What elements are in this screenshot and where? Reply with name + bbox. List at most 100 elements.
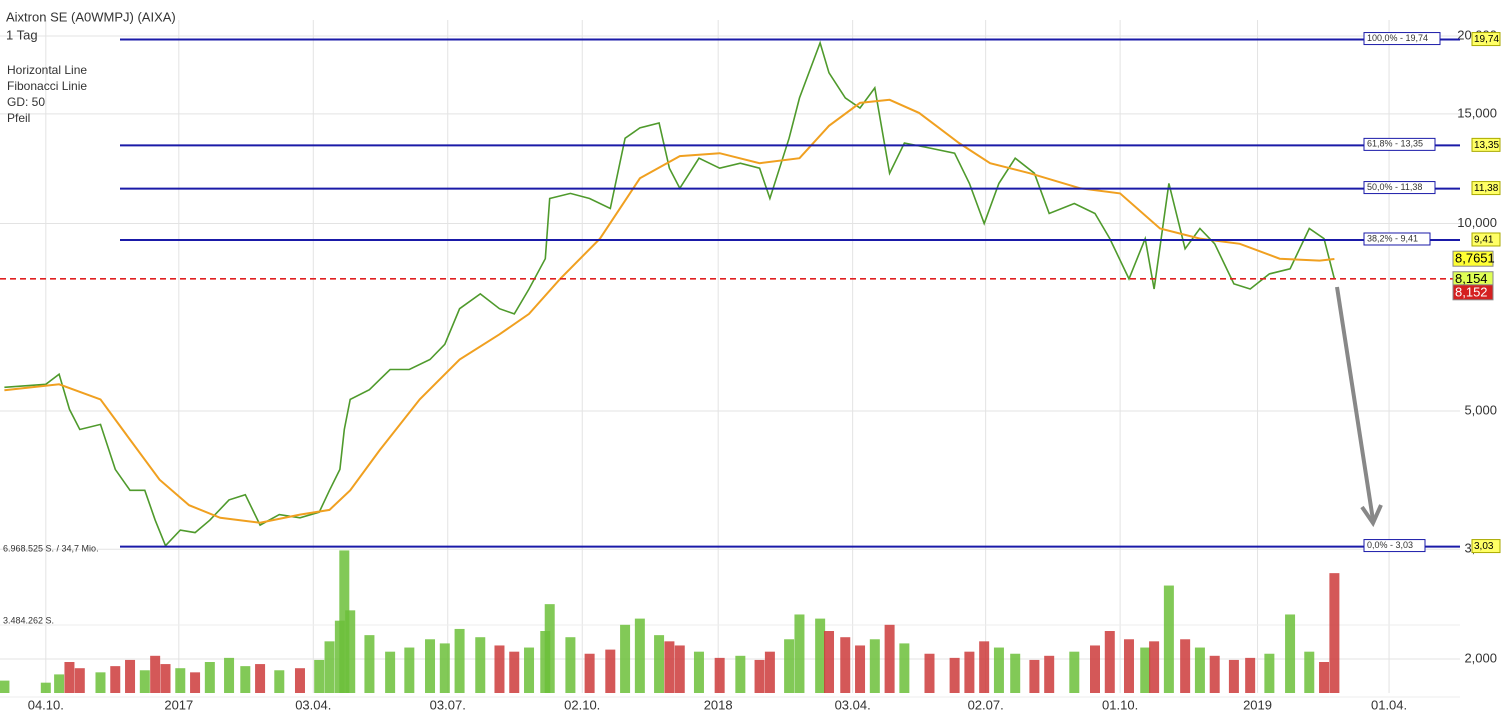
price-tag-label: 11,38 — [1474, 183, 1499, 194]
volume-bar — [634, 618, 645, 693]
volume-bar — [294, 668, 305, 693]
volume-bar — [74, 668, 85, 693]
legend-entry: Pfeil — [7, 111, 30, 125]
volume-bar — [924, 653, 935, 693]
fibonacci-label: 50,0% - 11,38 — [1367, 182, 1422, 192]
fibonacci-label-box — [1363, 137, 1436, 151]
chart-title: Aixtron SE (A0WMPJ) (AIXA) — [6, 9, 176, 24]
fibonacci-label-box — [1363, 539, 1426, 553]
volume-bar — [1044, 655, 1055, 693]
volume-bar — [794, 614, 805, 693]
price-tag-label: 8,154 — [1455, 271, 1488, 286]
volume-bar — [64, 662, 75, 693]
volume-bar — [1228, 659, 1239, 693]
volume-bar — [899, 643, 910, 693]
volume-bar — [824, 631, 835, 693]
price-tag-label: 13,35 — [1474, 140, 1499, 151]
y2-tick-label: 3.484.262 S. — [3, 615, 54, 625]
volume-bar — [1285, 614, 1296, 693]
y2-tick-label: 6.968.525 S. / 34,7 Mio. — [3, 543, 99, 553]
volume-bar — [735, 655, 746, 693]
volume-bar — [1140, 647, 1151, 693]
volume-bar — [274, 670, 285, 693]
x-tick-label: 02.10. — [564, 697, 600, 712]
y-tick-label: 10,000 — [1457, 215, 1497, 230]
arrow-shaft — [1335, 286, 1375, 521]
x-tick-label: 01.04. — [1371, 697, 1407, 712]
volume-bar — [139, 670, 150, 693]
volume-bar — [160, 664, 171, 693]
price-tag — [1471, 539, 1501, 554]
volume-bar — [884, 624, 895, 693]
volume-bar — [565, 637, 576, 693]
fibonacci-label-box — [1363, 181, 1436, 195]
volume-bar — [339, 550, 350, 693]
x-tick-label: 02.07. — [968, 697, 1004, 712]
volume-bar — [54, 674, 65, 693]
price-tag — [1471, 32, 1501, 47]
volume-bar — [754, 659, 765, 693]
volume-bar — [1069, 651, 1080, 693]
volume-bar — [764, 651, 775, 693]
volume-bar — [95, 672, 106, 693]
volume-bar — [0, 680, 10, 693]
volume-bar — [1149, 641, 1160, 693]
volume-bar — [584, 653, 595, 693]
volume-bar — [150, 655, 161, 693]
volume-bar — [404, 647, 415, 693]
volume-bar — [605, 649, 616, 693]
volume-bar — [664, 641, 675, 693]
volume-bar — [439, 643, 450, 693]
price-tag-label: 9,41 — [1474, 235, 1494, 246]
volume-bar — [1104, 631, 1115, 693]
volume-bar — [1123, 639, 1134, 693]
y-tick-label: 15,000 — [1457, 105, 1497, 120]
volume-bar — [324, 641, 335, 693]
volume-bar — [1319, 662, 1330, 693]
y-tick-label: 2,000 — [1464, 650, 1497, 665]
volume-bar — [110, 666, 121, 693]
volume-bar — [385, 651, 396, 693]
price-tag — [1471, 181, 1501, 196]
volume-bar — [125, 659, 136, 693]
volume-bar — [345, 610, 356, 693]
volume-bar — [693, 651, 704, 693]
legend-entry: GD: 50 — [7, 95, 45, 109]
volume-bar — [1029, 659, 1040, 693]
legend-entry: Horizontal Line — [7, 63, 87, 77]
volume-bar — [1090, 645, 1100, 693]
price-tag-label: 3,03 — [1474, 541, 1494, 552]
price-line — [4, 98, 1335, 524]
volume-bar — [855, 645, 866, 693]
x-tick-label: 04.10. — [28, 697, 64, 712]
x-tick-label: 2018 — [704, 697, 733, 712]
volume-bar — [815, 618, 826, 693]
volume-bar — [1304, 651, 1315, 693]
volume-bar — [1209, 655, 1220, 693]
volume-bar — [620, 624, 631, 693]
volume-bar — [979, 641, 990, 693]
volume-bar — [674, 645, 685, 693]
volume-bar — [40, 682, 51, 693]
price-tag — [1452, 250, 1494, 267]
volume-bar — [1194, 647, 1205, 693]
volume-bar — [240, 666, 251, 693]
price-tag — [1471, 232, 1501, 247]
volume-bar — [314, 659, 325, 693]
fibonacci-label-box — [1363, 232, 1431, 246]
price-tag-label: 8,7651 — [1455, 251, 1495, 266]
volume-bar — [654, 635, 665, 693]
volume-bar — [1180, 639, 1191, 693]
volume-bar — [494, 645, 505, 693]
volume-bar — [1245, 657, 1256, 693]
volume-bar — [1329, 573, 1340, 693]
fibonacci-label-box — [1363, 32, 1441, 46]
volume-bar — [714, 657, 725, 693]
x-tick-label: 03.04. — [295, 697, 331, 712]
volume-bar — [175, 668, 186, 693]
volume-bar — [509, 651, 520, 693]
x-tick-label: 03.04. — [835, 697, 871, 712]
fibonacci-label: 100,0% - 19,74 — [1367, 33, 1428, 43]
